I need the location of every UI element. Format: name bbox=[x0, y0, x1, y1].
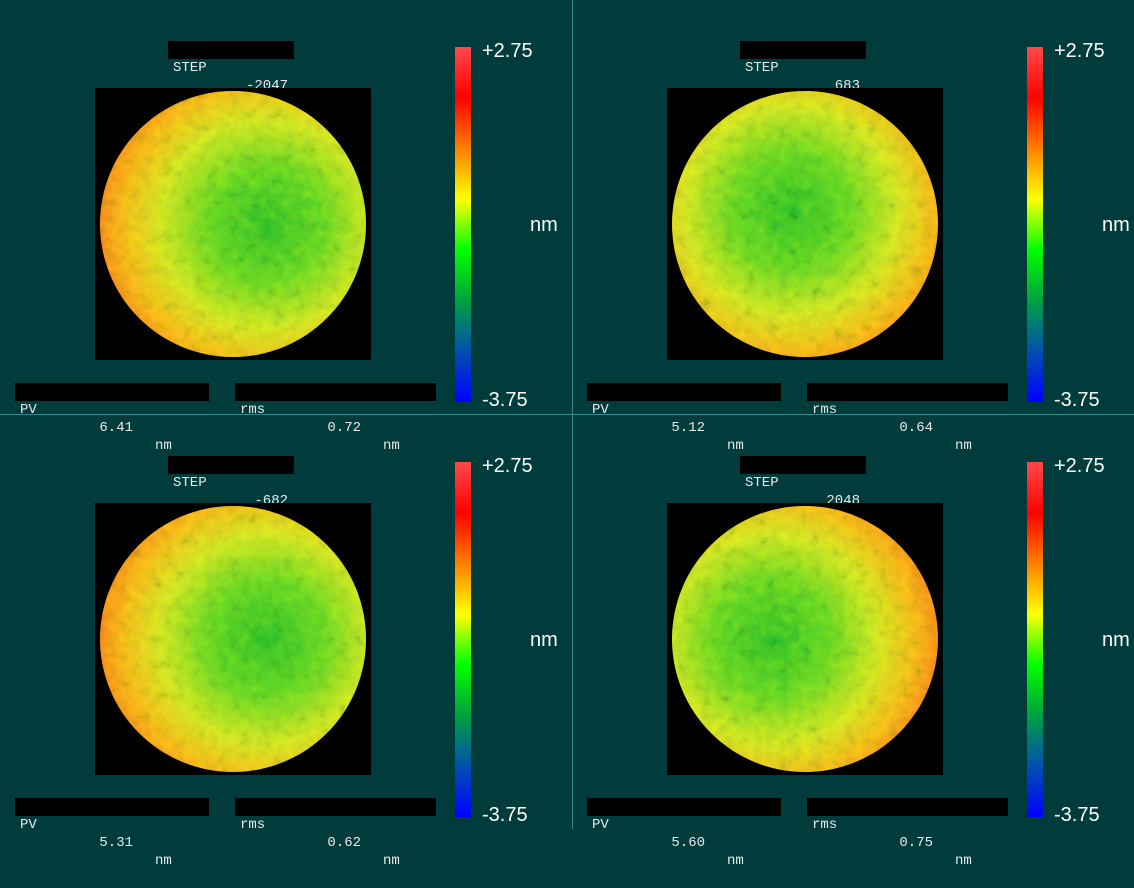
rms-readout: rms 0.75 nm bbox=[807, 798, 1008, 869]
colorbar bbox=[455, 462, 471, 817]
rms-value: 0.72 bbox=[327, 420, 361, 436]
surface-map-frame[interactable] bbox=[95, 88, 371, 360]
pv-readout: PV 5.12 nm bbox=[587, 383, 781, 454]
surface-map-frame[interactable] bbox=[667, 88, 943, 360]
surface-map-panel-2[interactable]: STEP 683 +2.75 nm -3.75 PV 5.12 nm rms 0… bbox=[572, 0, 1134, 454]
interferometer-display: STEP -2047 +2.75 nm -3.75 PV 6.41 nm rms… bbox=[0, 0, 1134, 869]
colorbar-gradient bbox=[1027, 47, 1043, 402]
rms-value: 0.64 bbox=[899, 420, 933, 436]
colorbar bbox=[455, 47, 471, 402]
step-key: STEP bbox=[173, 475, 207, 491]
rms-value: 0.75 bbox=[899, 835, 933, 851]
rms-key: rms bbox=[812, 402, 838, 418]
pv-value: 5.31 bbox=[99, 835, 133, 851]
pv-key: PV bbox=[592, 402, 609, 418]
surface-map bbox=[100, 506, 366, 772]
pv-readout: PV 6.41 nm bbox=[15, 383, 209, 454]
colorbar-unit-label: nm bbox=[530, 629, 558, 651]
horizontal-divider bbox=[0, 414, 1134, 415]
surface-map-panel-1[interactable]: STEP -2047 +2.75 nm -3.75 PV 6.41 nm rms… bbox=[0, 0, 568, 454]
pv-value: 6.41 bbox=[99, 420, 133, 436]
colorbar-gradient bbox=[1027, 462, 1043, 817]
step-label-box: STEP 2048 bbox=[740, 456, 866, 509]
rms-key: rms bbox=[240, 817, 266, 833]
surface-texture bbox=[100, 91, 366, 357]
rms-unit: nm bbox=[383, 853, 400, 869]
pv-unit: nm bbox=[727, 438, 744, 454]
colorbar-min-label: -3.75 bbox=[1054, 804, 1100, 826]
colorbar-gradient bbox=[455, 47, 471, 402]
colorbar-max-label: +2.75 bbox=[482, 40, 533, 62]
rms-unit: nm bbox=[955, 438, 972, 454]
rms-readout: rms 0.64 nm bbox=[807, 383, 1008, 454]
rms-unit: nm bbox=[955, 853, 972, 869]
rms-key: rms bbox=[240, 402, 266, 418]
pv-value: 5.12 bbox=[671, 420, 705, 436]
pv-unit: nm bbox=[727, 853, 744, 869]
surface-map-panel-3[interactable]: STEP -682 +2.75 nm -3.75 PV 5.31 nm rms … bbox=[0, 415, 568, 869]
step-key: STEP bbox=[745, 60, 779, 76]
pv-readout: PV 5.31 nm bbox=[15, 798, 209, 869]
step-key: STEP bbox=[173, 60, 207, 76]
colorbar-unit-label: nm bbox=[530, 214, 558, 236]
surface-texture bbox=[672, 91, 938, 357]
surface-map-panel-4[interactable]: STEP 2048 +2.75 nm -3.75 PV 5.60 nm rms … bbox=[572, 415, 1134, 869]
pv-unit: nm bbox=[155, 853, 172, 869]
step-label-box: STEP -2047 bbox=[168, 41, 294, 94]
colorbar-max-label: +2.75 bbox=[1054, 455, 1105, 477]
pv-key: PV bbox=[20, 402, 37, 418]
colorbar-min-label: -3.75 bbox=[482, 804, 528, 826]
pv-unit: nm bbox=[155, 438, 172, 454]
colorbar-gradient bbox=[455, 462, 471, 817]
pv-key: PV bbox=[592, 817, 609, 833]
surface-map-frame[interactable] bbox=[95, 503, 371, 775]
surface-texture bbox=[100, 506, 366, 772]
colorbar-unit-label: nm bbox=[1102, 214, 1130, 236]
step-label-box: STEP 683 bbox=[740, 41, 866, 94]
colorbar-max-label: +2.75 bbox=[482, 455, 533, 477]
colorbar-max-label: +2.75 bbox=[1054, 40, 1105, 62]
colorbar bbox=[1027, 47, 1043, 402]
pv-key: PV bbox=[20, 817, 37, 833]
surface-map bbox=[672, 91, 938, 357]
rms-readout: rms 0.72 nm bbox=[235, 383, 436, 454]
surface-texture bbox=[672, 506, 938, 772]
rms-readout: rms 0.62 nm bbox=[235, 798, 436, 869]
colorbar bbox=[1027, 462, 1043, 817]
pv-readout: PV 5.60 nm bbox=[587, 798, 781, 869]
rms-value: 0.62 bbox=[327, 835, 361, 851]
surface-map bbox=[672, 506, 938, 772]
step-label-box: STEP -682 bbox=[168, 456, 294, 509]
rms-key: rms bbox=[812, 817, 838, 833]
surface-map bbox=[100, 91, 366, 357]
pv-value: 5.60 bbox=[671, 835, 705, 851]
step-key: STEP bbox=[745, 475, 779, 491]
colorbar-min-label: -3.75 bbox=[482, 389, 528, 411]
colorbar-unit-label: nm bbox=[1102, 629, 1130, 651]
rms-unit: nm bbox=[383, 438, 400, 454]
colorbar-min-label: -3.75 bbox=[1054, 389, 1100, 411]
surface-map-frame[interactable] bbox=[667, 503, 943, 775]
